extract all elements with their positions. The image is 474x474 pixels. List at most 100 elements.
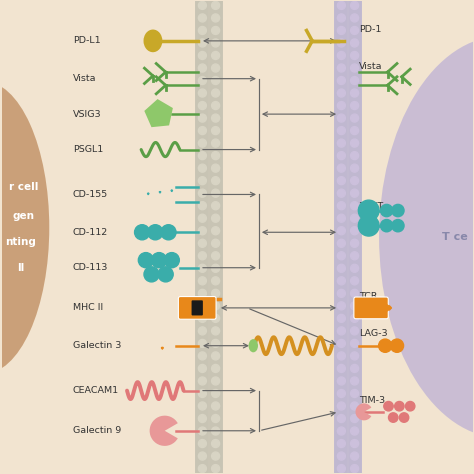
Circle shape [199,52,206,60]
Circle shape [199,339,206,347]
Circle shape [211,314,219,322]
Circle shape [211,302,219,310]
Text: CD-155: CD-155 [73,190,108,199]
Circle shape [337,101,346,109]
Circle shape [211,139,219,147]
Circle shape [351,277,359,285]
Circle shape [351,452,359,460]
Circle shape [199,76,206,84]
Text: TIM-3: TIM-3 [359,395,385,404]
Circle shape [337,327,346,335]
Circle shape [358,215,379,236]
Circle shape [381,219,393,232]
Circle shape [199,264,206,272]
Circle shape [351,439,359,447]
Circle shape [211,1,219,9]
Circle shape [351,314,359,322]
Circle shape [199,189,206,197]
Circle shape [351,465,359,473]
Circle shape [381,204,393,217]
Circle shape [199,402,206,410]
Circle shape [351,214,359,222]
Circle shape [351,202,359,210]
Circle shape [337,289,346,297]
Circle shape [351,189,359,197]
Circle shape [337,89,346,97]
Text: PD-L1: PD-L1 [73,36,100,46]
Circle shape [211,365,219,373]
Text: CD-112: CD-112 [73,228,108,237]
Circle shape [351,152,359,160]
Polygon shape [171,190,173,191]
Circle shape [211,427,219,435]
Circle shape [199,164,206,172]
Text: MHC II: MHC II [73,303,103,312]
Text: r cell: r cell [9,182,38,192]
Ellipse shape [379,36,474,438]
Circle shape [211,327,219,335]
Circle shape [152,253,166,268]
Circle shape [337,139,346,147]
Circle shape [199,64,206,72]
Ellipse shape [0,81,49,374]
Text: TCR: TCR [359,292,378,301]
Circle shape [351,302,359,310]
Circle shape [337,452,346,460]
Circle shape [351,89,359,97]
Circle shape [379,339,392,352]
Circle shape [337,14,346,22]
Circle shape [211,239,219,247]
Polygon shape [162,347,163,349]
Circle shape [337,339,346,347]
Circle shape [351,390,359,398]
Circle shape [211,439,219,447]
Text: T ce: T ce [442,232,467,242]
Circle shape [199,227,206,235]
Circle shape [337,277,346,285]
Circle shape [211,289,219,297]
Circle shape [351,164,359,172]
Circle shape [199,14,206,22]
Ellipse shape [248,339,258,352]
Circle shape [337,414,346,422]
Circle shape [211,465,219,473]
Circle shape [351,252,359,260]
Circle shape [211,39,219,47]
Circle shape [351,177,359,185]
Ellipse shape [144,29,163,52]
Circle shape [211,414,219,422]
Circle shape [211,227,219,235]
Circle shape [351,289,359,297]
Circle shape [211,252,219,260]
Circle shape [351,327,359,335]
Circle shape [211,101,219,109]
Circle shape [211,114,219,122]
Circle shape [405,401,415,411]
Circle shape [391,339,403,352]
Circle shape [135,225,150,240]
Circle shape [199,177,206,185]
Circle shape [211,264,219,272]
Text: Vista: Vista [359,63,383,72]
Text: VSIG3: VSIG3 [73,109,101,118]
Circle shape [211,202,219,210]
Circle shape [337,164,346,172]
Circle shape [199,314,206,322]
Circle shape [351,414,359,422]
Polygon shape [159,191,161,193]
Circle shape [211,64,219,72]
Circle shape [337,302,346,310]
Circle shape [351,114,359,122]
FancyBboxPatch shape [178,297,216,319]
Circle shape [211,177,219,185]
Circle shape [158,267,173,282]
Circle shape [199,377,206,385]
Circle shape [337,27,346,35]
Text: ll: ll [18,263,25,273]
Circle shape [351,352,359,360]
Circle shape [351,64,359,72]
Circle shape [199,365,206,373]
Text: Vista: Vista [73,74,96,83]
Circle shape [337,64,346,72]
Circle shape [351,239,359,247]
